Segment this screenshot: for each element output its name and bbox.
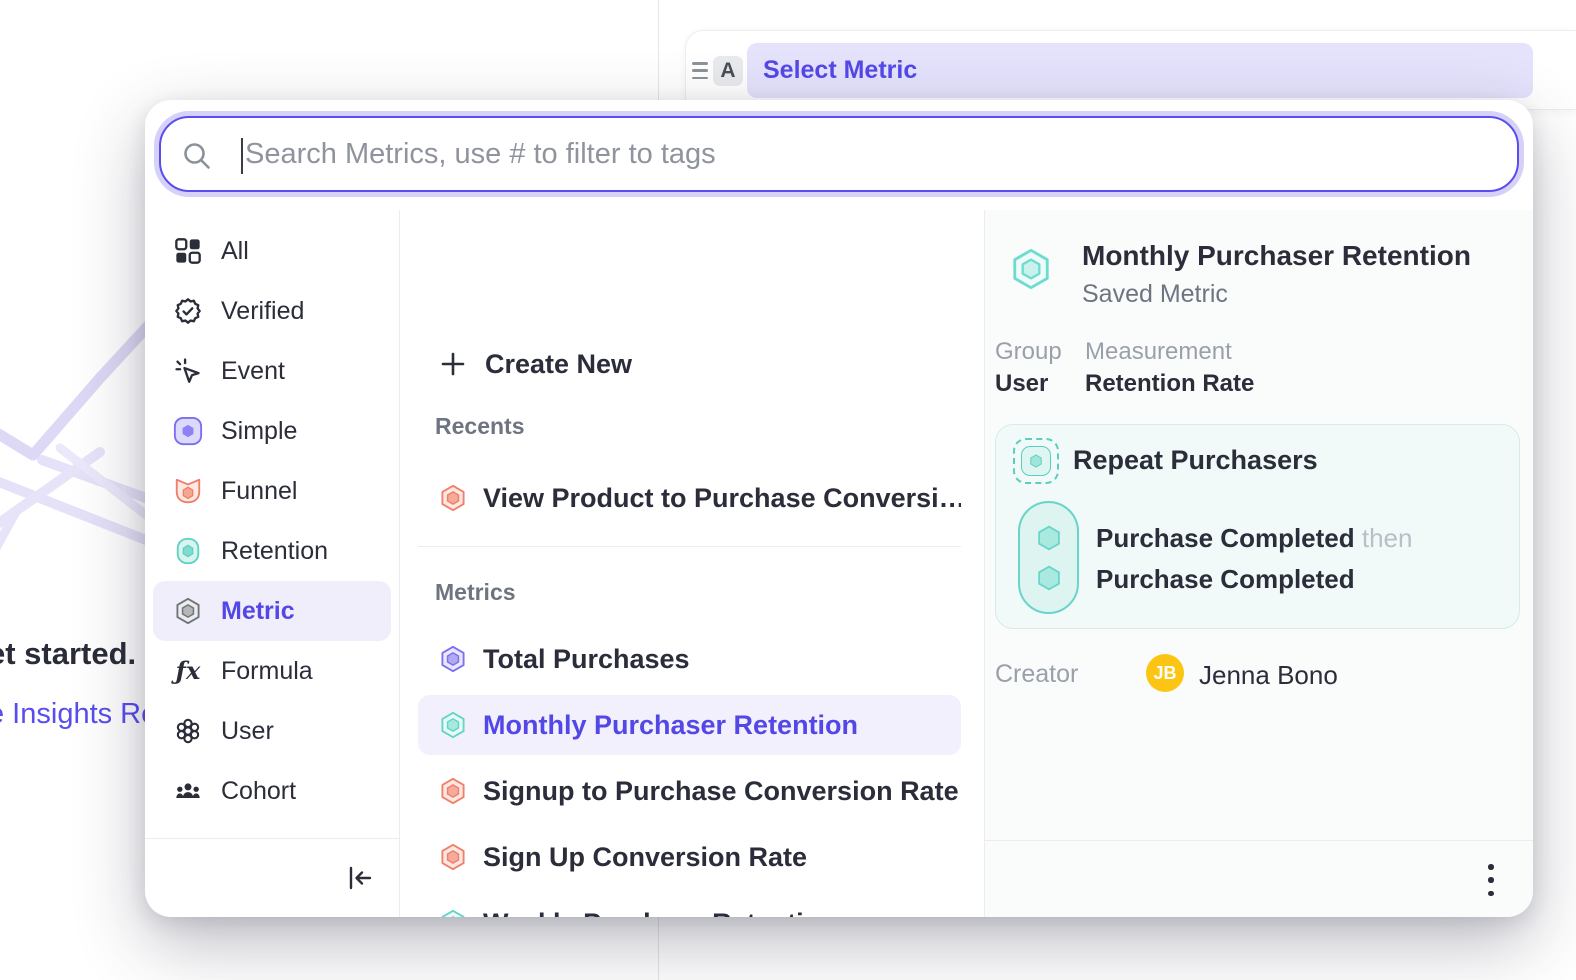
creator-avatar: JB — [1146, 654, 1184, 692]
metric-item-label: Sign Up Conversion Rate — [483, 842, 807, 873]
create-new-label: Create New — [485, 349, 632, 380]
metric-hexagon-icon — [173, 596, 203, 626]
metric-item-label: Weekly Purchase Retention — [483, 908, 837, 918]
sidebar-item-formula[interactable]: ƒx Formula — [153, 641, 391, 701]
sidebar-item-label: All — [221, 237, 249, 266]
metric-list-column: Create New Recents View Product to Purch… — [400, 210, 985, 917]
background-insights-link-fragment[interactable]: e Insights Re — [0, 698, 157, 731]
creator-label: Creator — [995, 660, 1078, 689]
definition-step-2: Purchase Completed — [1096, 564, 1355, 595]
sidebar-item-verified[interactable]: Verified — [153, 281, 391, 341]
metric-hexagon-icon — [438, 644, 468, 674]
formula-icon: ƒx — [173, 656, 203, 686]
select-metric-label: Select Metric — [763, 56, 917, 85]
sidebar-item-label: Simple — [221, 417, 297, 446]
step-hexagon-icon — [1035, 524, 1063, 552]
metric-picker-modal: All Verified — [145, 100, 1533, 917]
sidebar-item-user[interactable]: User — [153, 701, 391, 761]
decorative-chart-lines — [0, 320, 150, 620]
metric-detail-panel: Monthly Purchaser Retention Saved Metric… — [985, 210, 1533, 917]
collapse-left-icon[interactable] — [347, 865, 373, 891]
verified-badge-icon — [173, 296, 203, 326]
metric-hexagon-icon — [1008, 246, 1054, 292]
metric-hexagon-icon — [438, 842, 468, 872]
sidebar-item-label: Metric — [221, 597, 295, 626]
sidebar-item-metric[interactable]: Metric — [153, 581, 391, 641]
retention-metric-icon — [1013, 438, 1059, 484]
funnel-icon — [173, 476, 203, 506]
definition-step-1: Purchase Completed then — [1096, 523, 1412, 554]
sidebar-item-label: Funnel — [221, 477, 297, 506]
metric-row-card: A Select Metric — [685, 30, 1576, 110]
search-input[interactable] — [245, 118, 1485, 190]
metric-hexagon-icon — [438, 776, 468, 806]
sidebar-item-label: Event — [221, 357, 285, 386]
sidebar-item-all[interactable]: All — [153, 221, 391, 281]
detail-title: Monthly Purchaser Retention — [1082, 240, 1471, 272]
metric-hexagon-icon — [438, 710, 468, 740]
text-caret — [241, 138, 243, 174]
funnel-steps-capsule — [1018, 501, 1079, 614]
select-metric-button[interactable]: Select Metric — [747, 43, 1533, 98]
cursor-sparkle-icon — [173, 356, 203, 386]
drag-handle-icon[interactable] — [692, 62, 708, 79]
recent-item-label: View Product to Purchase Conversi… — [483, 483, 961, 514]
sidebar-item-event[interactable]: Event — [153, 341, 391, 401]
search-field[interactable] — [159, 116, 1519, 192]
metric-item-label: Monthly Purchaser Retention — [483, 710, 858, 741]
measurement-value: Retention Rate — [1085, 370, 1254, 398]
metric-list-item-selected[interactable]: Monthly Purchaser Retention — [418, 695, 961, 755]
sidebar-item-label: User — [221, 717, 274, 746]
metrics-header: Metrics — [435, 579, 516, 606]
sidebar-item-funnel[interactable]: Funnel — [153, 461, 391, 521]
recent-item[interactable]: View Product to Purchase Conversi… — [418, 468, 961, 528]
step-connector: then — [1362, 523, 1413, 553]
sidebar-item-label: Formula — [221, 657, 313, 686]
retention-icon — [173, 536, 203, 566]
screen: et started. e Insights Re A Select Metri… — [0, 0, 1576, 980]
metric-list-item[interactable]: Sign Up Conversion Rate — [418, 827, 961, 887]
user-flower-icon — [173, 716, 203, 746]
filter-list: All Verified — [145, 221, 399, 821]
metric-item-label: Total Purchases — [483, 644, 690, 675]
metric-hexagon-icon — [438, 908, 468, 917]
sidebar-item-cohort[interactable]: Cohort — [153, 761, 391, 821]
list-divider — [418, 546, 961, 547]
group-value: User — [995, 370, 1048, 398]
sidebar-footer — [145, 838, 399, 917]
picker-columns: All Verified — [145, 210, 1533, 917]
cohort-icon — [173, 776, 203, 806]
sidebar-item-label: Retention — [221, 537, 328, 566]
detail-subtitle: Saved Metric — [1082, 280, 1228, 309]
creator-name: Jenna Bono — [1199, 660, 1338, 691]
recents-header: Recents — [435, 413, 524, 440]
grid-icon — [173, 236, 203, 266]
sidebar-item-label: Cohort — [221, 777, 296, 806]
saved-metric-definition-card: Repeat Purchasers Purchase Completed the… — [995, 424, 1520, 629]
measurement-label: Measurement — [1085, 338, 1232, 366]
detail-footer — [985, 840, 1533, 917]
plus-icon — [440, 351, 466, 377]
definition-name: Repeat Purchasers — [1073, 445, 1318, 476]
metric-item-label: Signup to Purchase Conversion Rate — [483, 776, 959, 807]
metric-list-item[interactable]: Weekly Purchase Retention — [418, 893, 961, 917]
sidebar-item-retention[interactable]: Retention — [153, 521, 391, 581]
filter-sidebar: All Verified — [145, 210, 400, 917]
more-options-icon[interactable] — [1487, 864, 1495, 896]
sidebar-item-label: Verified — [221, 297, 304, 326]
sidebar-item-simple[interactable]: Simple — [153, 401, 391, 461]
simple-metric-icon — [173, 416, 203, 446]
search-icon — [181, 140, 213, 172]
background-heading-fragment: et started. — [0, 636, 136, 672]
metric-list-item[interactable]: Total Purchases — [418, 629, 961, 689]
metric-letter-badge: A — [713, 56, 743, 86]
metric-list-item[interactable]: Signup to Purchase Conversion Rate — [418, 761, 961, 821]
step-hexagon-icon — [1035, 564, 1063, 592]
create-new-button[interactable]: Create New — [440, 340, 632, 388]
metric-hexagon-icon — [438, 483, 468, 513]
group-label: Group — [995, 338, 1062, 366]
